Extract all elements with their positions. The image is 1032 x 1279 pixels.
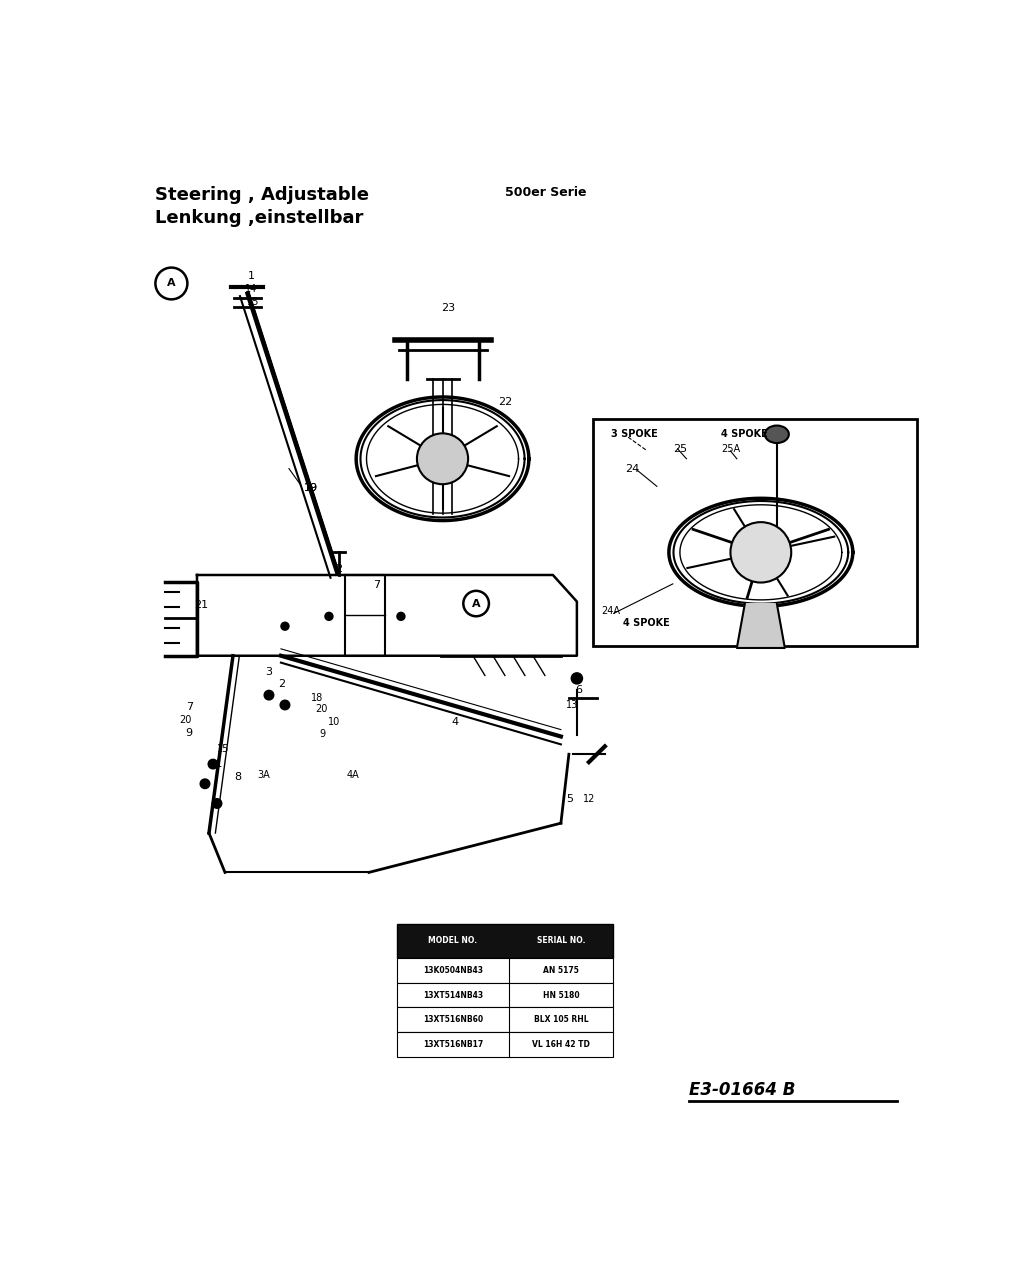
Text: 1: 1 (248, 271, 255, 280)
Polygon shape (737, 604, 785, 648)
Text: 13XT516NB60: 13XT516NB60 (423, 1016, 483, 1024)
Text: 3: 3 (265, 666, 272, 677)
Text: 18: 18 (312, 693, 324, 703)
FancyBboxPatch shape (397, 958, 613, 982)
Text: AN 5175: AN 5175 (543, 966, 579, 975)
Text: 23: 23 (441, 303, 455, 313)
Text: 13XT514NB43: 13XT514NB43 (423, 990, 483, 999)
Text: 11: 11 (212, 758, 224, 769)
Text: 20: 20 (180, 715, 192, 725)
Text: 4: 4 (451, 716, 458, 726)
Text: 3A: 3A (257, 770, 269, 780)
Ellipse shape (208, 760, 218, 769)
Text: 19: 19 (303, 483, 318, 494)
Text: 13K0504NB43: 13K0504NB43 (423, 966, 483, 975)
Text: 24: 24 (624, 463, 639, 473)
Text: 4A: 4A (347, 770, 359, 780)
Text: 24A: 24A (601, 606, 620, 616)
Text: 15: 15 (217, 744, 229, 755)
Text: BLX 105 RHL: BLX 105 RHL (534, 1016, 588, 1024)
Text: 6: 6 (575, 686, 582, 696)
Text: A: A (167, 279, 175, 289)
Text: 15: 15 (248, 297, 260, 307)
Text: 13XT516NB17: 13XT516NB17 (423, 1040, 483, 1049)
Text: 2: 2 (335, 564, 343, 574)
Text: 8: 8 (234, 773, 241, 781)
Text: HN 5180: HN 5180 (543, 990, 579, 999)
Text: 3 SPOKE: 3 SPOKE (611, 430, 658, 439)
FancyBboxPatch shape (397, 923, 613, 958)
Ellipse shape (572, 673, 582, 684)
Text: Steering , Adjustable: Steering , Adjustable (156, 185, 369, 203)
Text: 4 SPOKE: 4 SPOKE (721, 430, 768, 439)
Text: MODEL NO.: MODEL NO. (428, 936, 478, 945)
Text: 4 SPOKE: 4 SPOKE (623, 618, 670, 628)
Text: 5: 5 (566, 793, 573, 803)
Text: 7: 7 (373, 579, 380, 590)
Text: 14: 14 (245, 284, 257, 294)
Text: 500er Serie: 500er Serie (505, 185, 586, 200)
Text: 12: 12 (583, 793, 595, 803)
Ellipse shape (417, 434, 469, 485)
Text: SERIAL NO.: SERIAL NO. (537, 936, 585, 945)
Text: 9: 9 (319, 729, 325, 738)
Ellipse shape (264, 691, 273, 700)
Ellipse shape (280, 700, 290, 710)
Ellipse shape (281, 622, 289, 631)
Text: E3-01664 B: E3-01664 B (689, 1081, 796, 1099)
Text: 2: 2 (279, 679, 286, 689)
Text: 25A: 25A (721, 444, 740, 454)
FancyBboxPatch shape (397, 1032, 613, 1056)
Text: 13: 13 (566, 700, 578, 710)
Ellipse shape (397, 613, 405, 620)
Text: Lenkung ,einstellbar: Lenkung ,einstellbar (156, 208, 363, 226)
FancyBboxPatch shape (592, 420, 916, 646)
Text: 20: 20 (316, 703, 328, 714)
Text: 7: 7 (186, 702, 193, 712)
Ellipse shape (731, 522, 792, 582)
Text: 10: 10 (328, 716, 341, 726)
Ellipse shape (325, 613, 333, 620)
Text: VL 16H 42 TD: VL 16H 42 TD (531, 1040, 590, 1049)
FancyBboxPatch shape (397, 982, 613, 1008)
FancyBboxPatch shape (397, 1008, 613, 1032)
Ellipse shape (213, 798, 222, 808)
Text: 25: 25 (673, 444, 687, 454)
Ellipse shape (765, 426, 788, 443)
Text: 21: 21 (195, 600, 208, 610)
Ellipse shape (200, 779, 209, 789)
Text: 22: 22 (498, 396, 513, 407)
Text: A: A (472, 599, 481, 609)
Text: 9: 9 (185, 728, 192, 738)
Text: 19: 19 (303, 483, 318, 494)
